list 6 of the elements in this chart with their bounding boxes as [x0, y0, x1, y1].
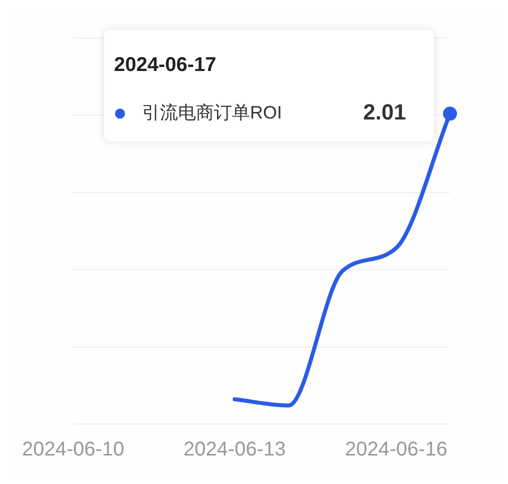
- x-tick-label: 2024-06-13: [184, 438, 286, 461]
- legend-label: 引流电商订单ROI: [142, 102, 282, 123]
- data-label: 2.01: [363, 100, 406, 125]
- x-tick-label: 2024-06-16: [345, 438, 448, 461]
- annotation: 2024-06-17: [114, 54, 216, 76]
- x-tick-label: 2024-06-10: [22, 438, 124, 461]
